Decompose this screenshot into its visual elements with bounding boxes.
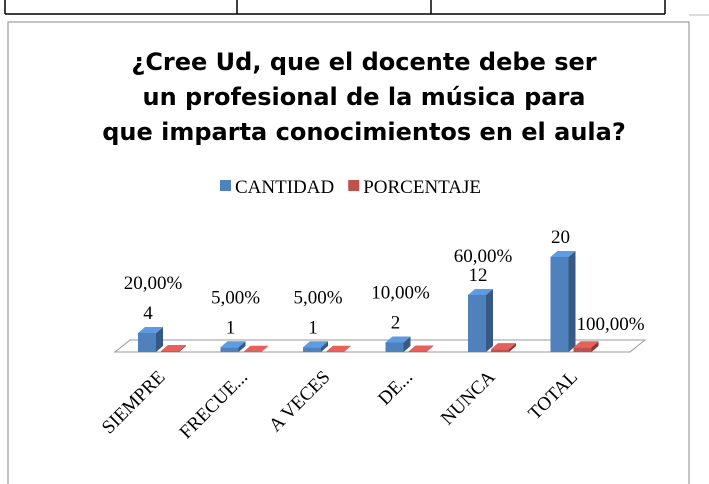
legend-swatch bbox=[348, 180, 360, 191]
bar-top bbox=[385, 336, 411, 343]
data-label: 60,00% bbox=[454, 246, 513, 267]
bar bbox=[243, 345, 269, 352]
bar-front bbox=[573, 347, 592, 352]
bar-side bbox=[426, 345, 434, 352]
bar-side bbox=[261, 345, 269, 352]
bar bbox=[385, 336, 411, 352]
bar-side bbox=[321, 341, 328, 352]
bar-front bbox=[303, 347, 321, 352]
bar bbox=[573, 341, 599, 352]
data-label: 1 bbox=[226, 317, 236, 338]
bar-front bbox=[550, 257, 569, 352]
bar bbox=[161, 345, 186, 352]
bar-top bbox=[326, 345, 351, 352]
bar-top bbox=[573, 341, 599, 348]
bar-top bbox=[468, 289, 493, 295]
data-label: 2 bbox=[391, 313, 401, 334]
bar-side bbox=[568, 251, 576, 352]
bar bbox=[326, 345, 351, 352]
legend-label: PORCENTAJE bbox=[363, 177, 481, 198]
bar-front bbox=[468, 295, 486, 352]
bar-side bbox=[156, 327, 163, 352]
floor bbox=[113, 339, 647, 353]
bar-top bbox=[550, 251, 576, 257]
bar-side bbox=[238, 341, 246, 352]
bar-top bbox=[408, 345, 434, 352]
bar bbox=[408, 345, 434, 352]
bar-top bbox=[220, 341, 246, 348]
data-label: 20,00% bbox=[124, 273, 183, 294]
bar bbox=[138, 327, 163, 352]
bar-side bbox=[591, 341, 599, 352]
bar-side bbox=[179, 345, 186, 352]
bar-side bbox=[509, 343, 516, 352]
bar-front bbox=[161, 351, 179, 352]
bar-front bbox=[138, 333, 156, 352]
bar-top bbox=[303, 341, 328, 348]
data-label: 1 bbox=[308, 317, 318, 338]
chart-title: ¿Cree Ud, que el docente debe ser un prof… bbox=[102, 48, 626, 146]
data-label: 10,00% bbox=[371, 283, 430, 304]
bar bbox=[303, 341, 328, 352]
legend-label: CANTIDAD bbox=[235, 177, 334, 198]
bar bbox=[468, 289, 493, 352]
bar bbox=[550, 251, 576, 352]
data-label: 5,00% bbox=[211, 287, 260, 308]
bar-top bbox=[243, 345, 269, 352]
data-label: 20 bbox=[551, 227, 570, 248]
bar bbox=[491, 343, 516, 352]
bar-side bbox=[403, 336, 411, 352]
bar-side bbox=[344, 345, 351, 352]
bar-front bbox=[385, 342, 404, 352]
bar-front bbox=[220, 347, 239, 352]
data-label: 12 bbox=[469, 265, 488, 286]
data-label: 4 bbox=[143, 303, 153, 324]
bar bbox=[220, 341, 246, 352]
bar-top bbox=[161, 345, 186, 352]
legend-swatch bbox=[220, 180, 231, 191]
bar-top bbox=[138, 327, 163, 333]
bar-front bbox=[491, 349, 509, 352]
data-label: 5,00% bbox=[293, 287, 342, 308]
bar-top bbox=[491, 343, 516, 350]
bar-side bbox=[486, 289, 493, 352]
table-fragment bbox=[4, 0, 666, 15]
data-label: 100,00% bbox=[576, 314, 644, 335]
